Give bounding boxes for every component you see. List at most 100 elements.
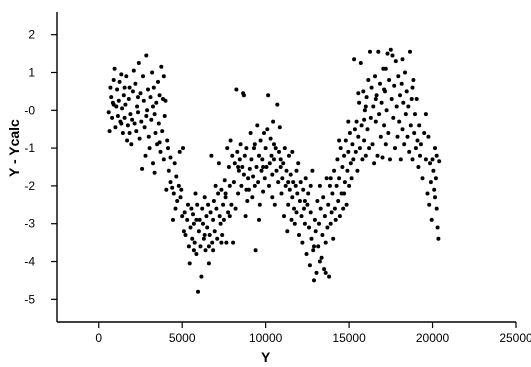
data-point xyxy=(407,149,412,154)
data-point xyxy=(151,161,155,166)
data-point xyxy=(403,112,408,117)
data-point xyxy=(418,153,422,158)
data-point xyxy=(272,202,277,207)
data-point xyxy=(401,100,406,105)
data-point xyxy=(147,146,152,151)
data-point xyxy=(285,229,290,234)
data-point xyxy=(257,202,262,207)
data-point xyxy=(306,191,311,196)
data-point xyxy=(331,236,336,241)
data-point xyxy=(130,89,135,94)
data-point xyxy=(141,98,146,103)
data-point xyxy=(307,263,312,268)
data-point xyxy=(364,95,369,100)
data-point xyxy=(223,191,228,196)
data-point xyxy=(213,183,218,188)
data-point xyxy=(350,142,355,147)
data-point xyxy=(202,233,207,237)
data-point xyxy=(211,248,216,253)
data-point xyxy=(161,157,166,162)
data-point xyxy=(276,180,281,185)
data-point xyxy=(119,121,124,126)
data-point xyxy=(133,81,138,86)
data-point xyxy=(272,157,276,162)
data-point xyxy=(267,161,272,166)
data-point xyxy=(230,153,235,158)
data-point xyxy=(156,79,160,84)
data-point xyxy=(261,165,266,169)
data-point xyxy=(196,289,200,294)
data-point xyxy=(317,183,322,188)
data-point xyxy=(143,153,148,158)
data-point xyxy=(400,57,405,62)
data-point xyxy=(410,157,415,162)
data-point xyxy=(337,214,342,219)
data-point xyxy=(116,98,121,103)
x-tick-label: 15000 xyxy=(332,331,366,345)
data-point xyxy=(146,87,150,92)
data-point xyxy=(362,138,367,143)
data-point xyxy=(163,98,168,103)
data-point xyxy=(106,110,111,115)
data-point xyxy=(282,146,287,151)
data-point xyxy=(243,214,248,219)
data-point xyxy=(336,199,341,203)
data-point xyxy=(211,217,216,222)
y-tick-label: -5 xyxy=(24,292,35,306)
data-point xyxy=(205,225,210,230)
data-point xyxy=(172,161,177,166)
data-point xyxy=(185,217,190,222)
data-point xyxy=(144,114,149,118)
data-point xyxy=(202,195,207,200)
data-point xyxy=(168,180,173,185)
data-point xyxy=(154,100,159,105)
data-point xyxy=(132,121,137,126)
data-point xyxy=(218,221,223,226)
data-point xyxy=(399,81,404,86)
data-point xyxy=(182,210,187,215)
data-point xyxy=(318,206,323,211)
data-point xyxy=(234,87,239,92)
data-point xyxy=(428,180,433,185)
data-point xyxy=(107,129,112,134)
data-point xyxy=(302,199,307,203)
data-point xyxy=(433,195,437,200)
data-point xyxy=(252,142,257,147)
data-point xyxy=(377,112,382,117)
data-point xyxy=(375,153,380,158)
data-point xyxy=(367,146,372,151)
data-point xyxy=(330,191,335,196)
data-point xyxy=(165,138,170,143)
x-tick-label: 25000 xyxy=(499,331,531,345)
data-point xyxy=(228,138,233,143)
data-point xyxy=(262,176,267,181)
data-point xyxy=(294,210,299,215)
data-point xyxy=(219,187,224,192)
data-point xyxy=(153,131,158,135)
data-point xyxy=(139,119,144,124)
data-point xyxy=(190,236,195,241)
data-point xyxy=(430,157,435,162)
data-point xyxy=(295,191,300,196)
data-point xyxy=(355,168,360,173)
data-point xyxy=(396,74,401,79)
data-point xyxy=(418,142,423,147)
data-point xyxy=(206,202,211,207)
data-point xyxy=(337,176,342,181)
data-point xyxy=(327,274,332,279)
data-point xyxy=(360,157,365,162)
data-point xyxy=(286,180,291,185)
data-point xyxy=(398,157,403,162)
data-point xyxy=(110,115,115,120)
data-point xyxy=(310,168,315,173)
data-point xyxy=(137,136,142,141)
data-point xyxy=(286,202,291,207)
data-point xyxy=(271,119,276,124)
data-point xyxy=(304,252,309,256)
data-point xyxy=(332,206,337,211)
data-point xyxy=(303,176,308,181)
data-point xyxy=(258,138,263,143)
data-point xyxy=(233,206,238,211)
data-point xyxy=(417,123,422,128)
data-point xyxy=(181,146,185,151)
